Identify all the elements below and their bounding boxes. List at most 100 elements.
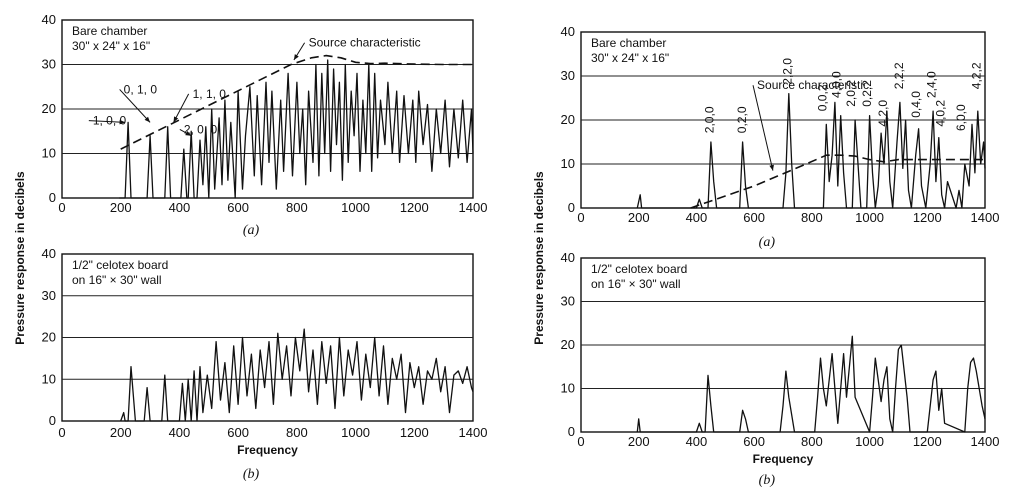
annotation-label: 1, 1, 0 bbox=[193, 87, 227, 101]
x-tick-label: 1200 bbox=[400, 200, 429, 215]
annotation-arrowhead bbox=[769, 164, 774, 171]
panel-label-line: on 16" × 30" wall bbox=[591, 277, 681, 291]
y-tick-label: 40 bbox=[42, 246, 56, 261]
x-tick-label: 1200 bbox=[400, 425, 429, 440]
mode-label: 2,2,0 bbox=[781, 58, 795, 85]
annotation-arrowhead bbox=[119, 119, 126, 125]
x-tick-label: 800 bbox=[801, 434, 823, 449]
y-tick-label: 20 bbox=[561, 337, 575, 352]
source-characteristic-line bbox=[120, 54, 473, 150]
x-tick-label: 600 bbox=[227, 200, 249, 215]
mode-label: 2,0,0 bbox=[703, 106, 717, 133]
panel-label-line: 30" x 24" x 16" bbox=[591, 51, 669, 65]
mode-label: 2,2,2 bbox=[892, 62, 906, 89]
panel-caption: (b) bbox=[243, 467, 260, 482]
panel-caption: (b) bbox=[759, 473, 776, 488]
x-tick-label: 1400 bbox=[459, 200, 488, 215]
x-tick-label: 1200 bbox=[913, 210, 942, 225]
annotation-label: 2, 0, 0 bbox=[184, 122, 218, 136]
annotation-arrow bbox=[752, 85, 774, 171]
x-tick-label: 600 bbox=[227, 425, 249, 440]
x-tick-label: 0 bbox=[58, 200, 65, 215]
x-tick-label: 200 bbox=[110, 425, 132, 440]
x-tick-label: 200 bbox=[110, 200, 132, 215]
response-line bbox=[636, 335, 986, 433]
y-tick-label: 0 bbox=[49, 413, 56, 428]
panel-label-line: Bare chamber bbox=[72, 24, 147, 38]
x-tick-label: 400 bbox=[686, 434, 708, 449]
panel-label-line: 30" x 24" x 16" bbox=[72, 39, 150, 53]
panel-caption: (a) bbox=[759, 235, 776, 250]
y-tick-label: 30 bbox=[561, 68, 575, 83]
x-tick-label: 400 bbox=[169, 425, 191, 440]
mode-label: 2,4,0 bbox=[924, 71, 938, 98]
y-tick-label: 0 bbox=[49, 190, 56, 205]
mode-label: 0,0,2 bbox=[815, 84, 829, 111]
x-tick-label: 1000 bbox=[341, 425, 370, 440]
mode-label: 4,2,2 bbox=[970, 62, 984, 89]
x-tick-label: 1000 bbox=[855, 434, 884, 449]
y-tick-label: 40 bbox=[561, 250, 575, 265]
y-tick-label: 10 bbox=[561, 156, 575, 171]
x-tick-label: 1400 bbox=[459, 425, 488, 440]
x-tick-label: 1200 bbox=[913, 434, 942, 449]
mode-label: 4,0,2 bbox=[934, 100, 948, 127]
annotation-arrowhead bbox=[173, 116, 179, 123]
y-axis-label-left: Pressure response in decibels bbox=[13, 171, 27, 345]
x-tick-label: 800 bbox=[286, 425, 308, 440]
x-tick-label: 1400 bbox=[971, 210, 1000, 225]
y-tick-label: 20 bbox=[561, 112, 575, 127]
annotation-arrow bbox=[119, 89, 151, 123]
x-tick-label: 1400 bbox=[971, 434, 1000, 449]
mode-label: 0,2,2 bbox=[860, 80, 874, 107]
y-tick-label: 10 bbox=[561, 381, 575, 396]
y-tick-label: 30 bbox=[42, 57, 56, 72]
x-tick-label: 200 bbox=[628, 434, 650, 449]
annotation-arrowhead bbox=[293, 54, 299, 61]
x-tick-label: 0 bbox=[58, 425, 65, 440]
y-tick-label: 10 bbox=[42, 371, 56, 386]
x-axis-label: Frequency bbox=[753, 452, 814, 466]
annotation-arrowhead bbox=[144, 116, 151, 123]
annotation-label: 1, 0, 0 bbox=[93, 114, 127, 128]
y-tick-label: 40 bbox=[561, 24, 575, 39]
x-tick-label: 200 bbox=[628, 210, 650, 225]
x-tick-label: 600 bbox=[743, 434, 765, 449]
panel-label-line: 1/2" celotex board bbox=[591, 262, 687, 276]
y-tick-label: 20 bbox=[42, 330, 56, 345]
mode-label: 2,0,2 bbox=[844, 80, 858, 107]
y-tick-label: 10 bbox=[42, 146, 56, 161]
panel-label-line: Bare chamber bbox=[591, 36, 666, 50]
y-axis-label-right: Pressure response in decibels bbox=[532, 171, 546, 345]
x-tick-label: 400 bbox=[169, 200, 191, 215]
response-line bbox=[636, 92, 986, 209]
x-tick-label: 800 bbox=[801, 210, 823, 225]
y-tick-label: 30 bbox=[561, 294, 575, 309]
y-tick-label: 0 bbox=[568, 424, 575, 439]
y-tick-label: 40 bbox=[42, 12, 56, 27]
mode-label: 0,4,0 bbox=[909, 91, 923, 118]
x-tick-label: 400 bbox=[686, 210, 708, 225]
annotation-label: Source characteristic bbox=[757, 78, 869, 92]
annotation-arrowhead bbox=[185, 130, 192, 136]
panel-label-line: on 16" × 30" wall bbox=[72, 273, 162, 287]
x-tick-label: 600 bbox=[743, 210, 765, 225]
y-tick-label: 0 bbox=[568, 200, 575, 215]
x-tick-label: 800 bbox=[286, 200, 308, 215]
mode-label: 6,0,0 bbox=[954, 104, 968, 131]
x-tick-label: 0 bbox=[577, 210, 584, 225]
response-line bbox=[120, 328, 474, 422]
panel-label-line: 1/2" celotex board bbox=[72, 258, 168, 272]
x-tick-label: 1000 bbox=[855, 210, 884, 225]
y-tick-label: 30 bbox=[42, 288, 56, 303]
annotation-label: 0, 1, 0 bbox=[124, 82, 158, 96]
mode-label: 4,0,0 bbox=[830, 71, 844, 98]
annotation-arrow bbox=[88, 120, 126, 123]
x-axis-label: Frequency bbox=[237, 443, 298, 457]
annotation-label: Source characteristic bbox=[309, 36, 421, 50]
x-tick-label: 1000 bbox=[341, 200, 370, 215]
